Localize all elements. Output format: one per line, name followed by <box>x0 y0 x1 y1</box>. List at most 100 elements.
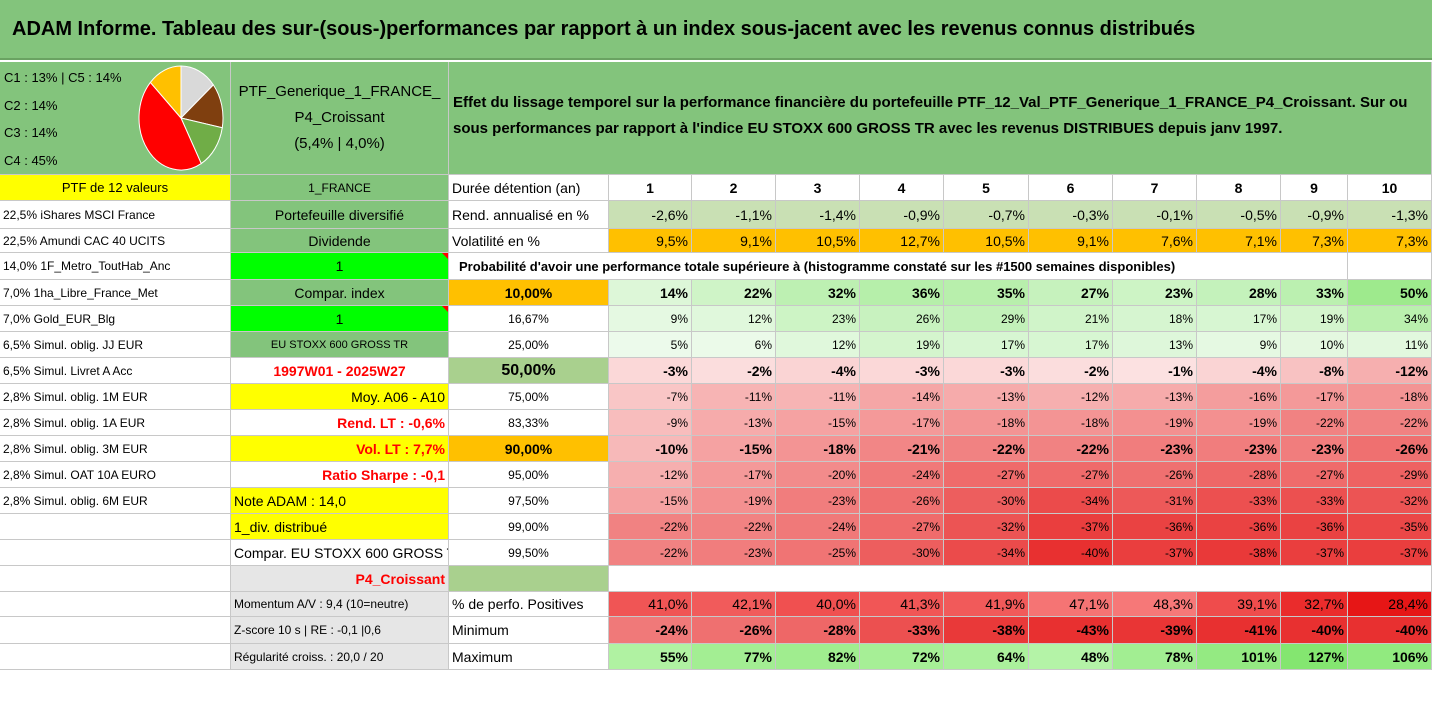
probability-value: -13% <box>944 384 1029 410</box>
probability-value: -24% <box>776 514 860 540</box>
info-cell: 1 <box>231 253 449 280</box>
probability-value: -11% <box>692 384 776 410</box>
year-header: 5 <box>944 175 1029 201</box>
probability-value: -33% <box>1197 488 1281 514</box>
probability-value: -26% <box>1113 462 1197 488</box>
threshold-value: 75,00% <box>449 384 609 410</box>
empty-cell <box>0 566 231 592</box>
probability-value: 50% <box>1348 280 1432 306</box>
holdings-header: PTF de 12 valeurs <box>0 175 231 201</box>
year-header: 7 <box>1113 175 1197 201</box>
portfolio-name-line2: P4_Croissant <box>294 109 385 126</box>
positive-label: % de perfo. Positives <box>449 592 609 617</box>
probability-value: -25% <box>776 540 860 566</box>
info-cell: Régularité croiss. : 20,0 / 20 <box>231 644 449 670</box>
probability-value: -32% <box>944 514 1029 540</box>
probability-value: 23% <box>776 306 860 332</box>
holding-item: 22,5% iShares MSCI France <box>0 201 231 229</box>
probability-value: 33% <box>1281 280 1348 306</box>
info-cell: Ratio Sharpe : -0,1 <box>231 462 449 488</box>
info-cell: Moy. A06 - A10 <box>231 384 449 410</box>
info-cell: Vol. LT : 7,7% <box>231 436 449 462</box>
probability-value: -3% <box>944 358 1029 384</box>
year-header: 4 <box>860 175 944 201</box>
probability-value: -9% <box>609 410 692 436</box>
probability-value: -19% <box>1113 410 1197 436</box>
holding-item: 6,5% Simul. oblig. JJ EUR <box>0 332 231 358</box>
maximum-value: 82% <box>776 644 860 670</box>
probability-value: -15% <box>776 410 860 436</box>
minimum-value: -26% <box>692 617 776 644</box>
minimum-value: -43% <box>1029 617 1113 644</box>
probability-value: -11% <box>776 384 860 410</box>
probability-value: -23% <box>776 488 860 514</box>
empty-cell <box>1348 253 1432 280</box>
probability-value: 19% <box>860 332 944 358</box>
probability-value: -40% <box>1029 540 1113 566</box>
maximum-value: 72% <box>860 644 944 670</box>
probability-value: -21% <box>860 436 944 462</box>
probability-value: 23% <box>1113 280 1197 306</box>
probability-value: 10% <box>1281 332 1348 358</box>
positive-value: 41,0% <box>609 592 692 617</box>
probability-value: -37% <box>1113 540 1197 566</box>
probability-value: -33% <box>1281 488 1348 514</box>
maximum-value: 101% <box>1197 644 1281 670</box>
maximum-label: Maximum <box>449 644 609 670</box>
year-header: 10 <box>1348 175 1432 201</box>
portfolio-name-line1: PTF_Generique_1_FRANCE_ <box>238 83 441 100</box>
probability-value: -26% <box>860 488 944 514</box>
probability-value: 26% <box>860 306 944 332</box>
probability-value: -18% <box>944 410 1029 436</box>
probability-value: -15% <box>609 488 692 514</box>
probability-value: 9% <box>1197 332 1281 358</box>
probability-value: -15% <box>692 436 776 462</box>
description-text: Effet du lissage temporel sur la perform… <box>453 94 1408 137</box>
probability-value: -37% <box>1029 514 1113 540</box>
vol-value: 10,5% <box>944 229 1029 253</box>
vol-value: 7,3% <box>1348 229 1432 253</box>
rend-label: Rend. annualisé en % <box>449 201 609 229</box>
threshold-value: 50,00% <box>449 358 609 384</box>
vol-value: 9,1% <box>1029 229 1113 253</box>
probability-value: 12% <box>776 332 860 358</box>
probability-value: -4% <box>1197 358 1281 384</box>
probability-value: -31% <box>1113 488 1197 514</box>
probability-value: -18% <box>1029 410 1113 436</box>
probability-value: -19% <box>1197 410 1281 436</box>
positive-value: 47,1% <box>1029 592 1113 617</box>
probability-value: -36% <box>1281 514 1348 540</box>
positive-value: 42,1% <box>692 592 776 617</box>
vol-value: 10,5% <box>776 229 860 253</box>
probability-value: -34% <box>1029 488 1113 514</box>
probability-value: -22% <box>944 436 1029 462</box>
probability-value: -23% <box>1281 436 1348 462</box>
holding-item: 7,0% Gold_EUR_Blg <box>0 306 231 332</box>
minimum-value: -33% <box>860 617 944 644</box>
threshold-value: 95,00% <box>449 462 609 488</box>
probability-value: -17% <box>692 462 776 488</box>
probability-value: 35% <box>944 280 1029 306</box>
probability-value: -22% <box>692 514 776 540</box>
probability-value: -30% <box>860 540 944 566</box>
minimum-value: -40% <box>1348 617 1432 644</box>
threshold-value: 25,00% <box>449 332 609 358</box>
pie-legend-c1-c5: C1 : 13% | C5 : 14% <box>4 70 122 85</box>
report-title: ADAM Informe. Tableau des sur-(sous-)per… <box>0 0 1432 60</box>
holding-item: 2,8% Simul. oblig. 6M EUR <box>0 488 231 514</box>
positive-value: 39,1% <box>1197 592 1281 617</box>
probability-value: 12% <box>692 306 776 332</box>
probability-value: 34% <box>1348 306 1432 332</box>
year-header: 6 <box>1029 175 1113 201</box>
probability-value: 27% <box>1029 280 1113 306</box>
probability-value: -13% <box>692 410 776 436</box>
year-header: 9 <box>1281 175 1348 201</box>
positive-value: 28,4% <box>1348 592 1432 617</box>
rend-value: -1,1% <box>692 201 776 229</box>
pie-slice-c4 <box>138 81 202 171</box>
info-cell: Z-score 10 s | RE : -0,1 |0,6 <box>231 617 449 644</box>
probability-value: -7% <box>609 384 692 410</box>
probability-value: 17% <box>1197 306 1281 332</box>
probability-value: 9% <box>609 306 692 332</box>
probability-value: -27% <box>1029 462 1113 488</box>
